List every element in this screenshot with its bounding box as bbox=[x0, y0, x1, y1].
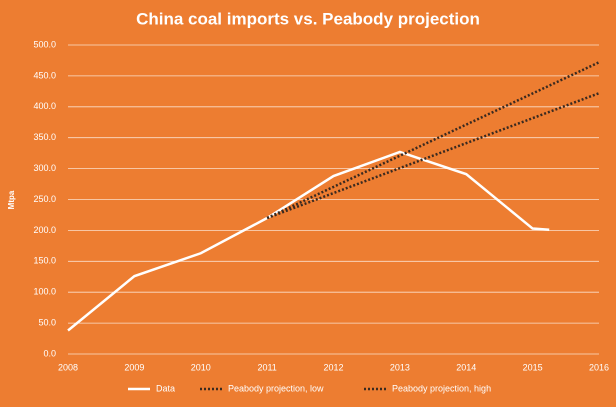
y-tick-label: 50.0 bbox=[38, 317, 56, 327]
y-tick-label: 0.0 bbox=[43, 348, 56, 358]
data-line bbox=[67, 150, 550, 332]
legend-label: Peabody projection, high bbox=[392, 383, 491, 393]
legend-label: Data bbox=[156, 383, 175, 393]
y-tick-label: 400.0 bbox=[33, 101, 56, 111]
x-tick-label: 2012 bbox=[323, 362, 343, 372]
x-tick-label: 2015 bbox=[523, 362, 543, 372]
x-tick-label: 2013 bbox=[390, 362, 410, 372]
y-tick-label: 150.0 bbox=[33, 256, 56, 266]
data-line bbox=[266, 61, 600, 220]
y-tick-label: 200.0 bbox=[33, 225, 56, 235]
y-tick-label: 250.0 bbox=[33, 194, 56, 204]
y-tick-label: 100.0 bbox=[33, 287, 56, 297]
legend-label: Peabody projection, low bbox=[228, 383, 324, 393]
y-tick-label: 450.0 bbox=[33, 70, 56, 80]
x-tick-label: 2016 bbox=[589, 362, 609, 372]
y-tick-label: 350.0 bbox=[33, 132, 56, 142]
x-tick-label: 2011 bbox=[257, 362, 276, 372]
x-tick-label: 2009 bbox=[124, 362, 144, 372]
x-tick-label: 2014 bbox=[456, 362, 476, 372]
data-line bbox=[266, 92, 600, 220]
chart-title: China coal imports vs. Peabody projectio… bbox=[136, 9, 480, 28]
x-tick-label: 2010 bbox=[191, 362, 211, 372]
y-tick-label: 500.0 bbox=[33, 39, 56, 49]
y-axis-label: Mtpa bbox=[7, 190, 16, 209]
y-tick-label: 300.0 bbox=[33, 163, 56, 173]
x-tick-label: 2008 bbox=[58, 362, 78, 372]
